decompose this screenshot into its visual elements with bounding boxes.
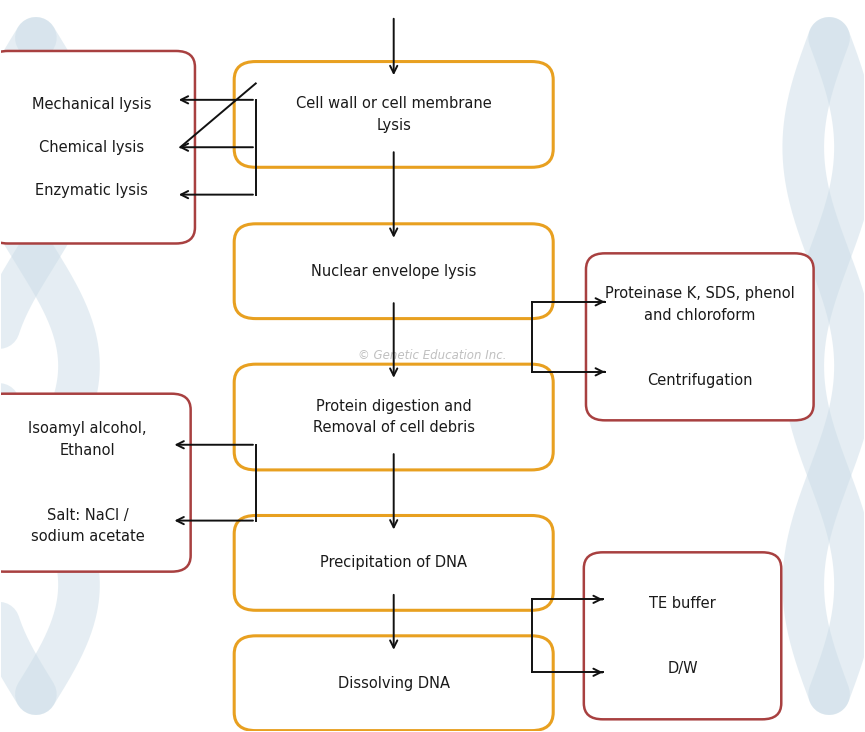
FancyBboxPatch shape: [234, 365, 554, 470]
Text: Isoamyl alcohol,
Ethanol


Salt: NaCl /
sodium acetate: Isoamyl alcohol, Ethanol Salt: NaCl / so…: [29, 421, 147, 544]
Text: Proteinase K, SDS, phenol
and chloroform


Centrifugation: Proteinase K, SDS, phenol and chloroform…: [605, 286, 795, 387]
Text: Nuclear envelope lysis: Nuclear envelope lysis: [311, 264, 477, 279]
Text: Precipitation of DNA: Precipitation of DNA: [320, 556, 467, 570]
FancyBboxPatch shape: [234, 636, 554, 731]
Text: © Genetic Education Inc.: © Genetic Education Inc.: [358, 348, 507, 362]
Text: Mechanical lysis

Chemical lysis

Enzymatic lysis: Mechanical lysis Chemical lysis Enzymati…: [32, 97, 151, 198]
FancyBboxPatch shape: [586, 253, 814, 420]
FancyBboxPatch shape: [234, 515, 554, 610]
FancyBboxPatch shape: [234, 61, 554, 168]
Text: Dissolving DNA: Dissolving DNA: [337, 676, 450, 691]
Text: Cell wall or cell membrane
Lysis: Cell wall or cell membrane Lysis: [296, 96, 491, 132]
FancyBboxPatch shape: [234, 224, 554, 318]
FancyBboxPatch shape: [584, 553, 781, 720]
Text: TE buffer


D/W: TE buffer D/W: [649, 596, 716, 676]
Text: Protein digestion and
Removal of cell debris: Protein digestion and Removal of cell de…: [313, 399, 475, 436]
FancyBboxPatch shape: [0, 394, 190, 572]
FancyBboxPatch shape: [0, 51, 195, 244]
